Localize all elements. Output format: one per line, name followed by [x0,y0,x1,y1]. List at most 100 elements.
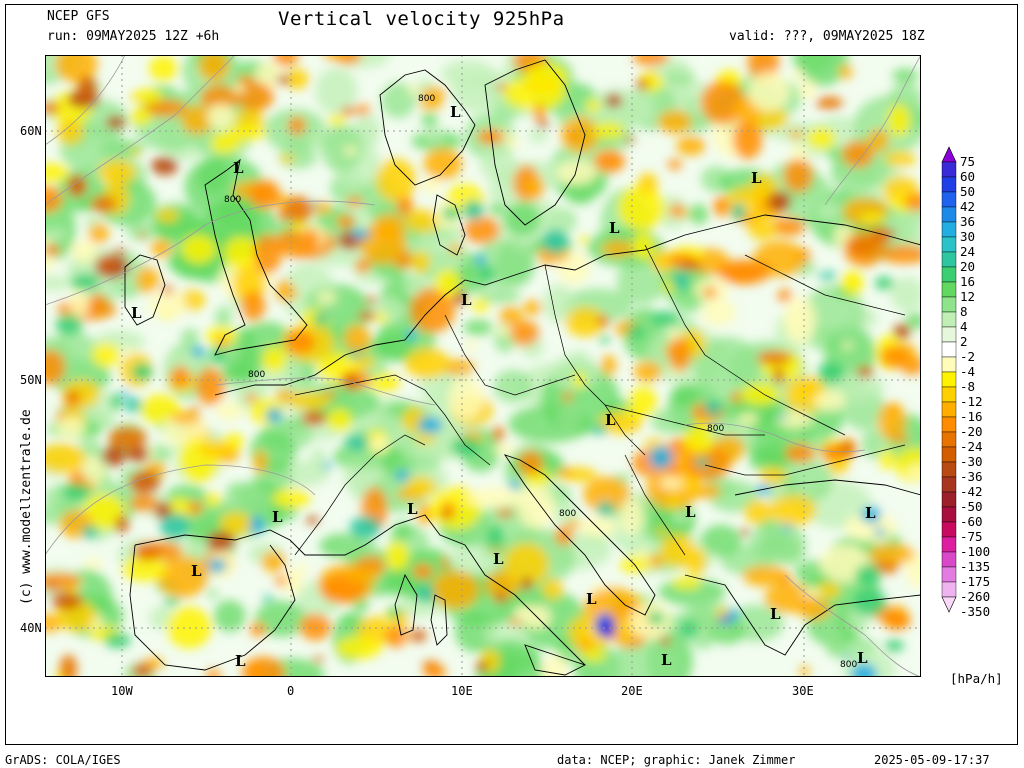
colorbar-swatch [941,251,957,268]
field-blob [223,236,261,271]
field-blob [206,103,236,129]
field-blob [420,177,442,194]
field-blob [313,312,333,320]
field-blob [141,99,188,117]
field-blob [213,600,246,632]
field-blob [657,110,693,134]
field-blob [674,297,700,315]
low-pressure-marker: L [493,550,504,568]
field-blob [45,443,86,474]
colorbar-swatch [941,476,957,493]
field-blob [323,55,344,61]
field-blob [492,426,505,442]
lat-label-50n: 50N [20,373,42,387]
field-blob [679,619,699,639]
field-blob [623,408,643,420]
field-blob [798,79,817,100]
field-blob [358,311,377,321]
field-blob [180,328,200,345]
low-pressure-marker: L [272,508,283,526]
field-blob [131,363,153,381]
field-blob [804,284,865,340]
field-blob [666,493,682,510]
field-blob [396,196,414,216]
field-blob [756,351,793,365]
field-blob [423,147,463,180]
field-blob [126,222,158,241]
field-blob [598,621,616,639]
field-blob [694,336,761,401]
field-blob [747,71,790,112]
field-blob [55,55,98,83]
lat-label-40n: 40N [20,621,42,635]
field-blob [215,401,245,421]
field-blob [619,497,644,534]
field-blob [448,376,484,420]
field-blob [554,526,573,546]
field-blob [543,284,575,323]
field-blob [249,622,267,637]
colorbar-swatch [941,461,957,478]
field-blob [471,298,490,313]
field-blob [847,238,876,255]
colorbar-tick-label: 8 [960,304,968,319]
isoline-label: 800 [707,424,724,434]
field-blob [198,439,231,459]
colorbar-swatch [941,191,957,208]
field-blob [104,632,131,649]
field-blob [879,450,895,470]
field-blob [649,445,673,470]
colorbar-tick-label: -42 [960,484,983,499]
colorbar-tick-label: 42 [960,199,976,214]
field-blob [405,209,442,233]
field-blob [231,84,246,93]
field-blob [671,202,682,217]
field-blob [842,273,863,284]
isoline-label: 800 [248,370,265,380]
field-blob [387,607,401,619]
field-blob [417,585,435,603]
model-name: NCEP GFS [47,9,110,24]
field-blob [354,104,371,116]
lon-label-0: 0 [287,684,295,698]
isoline-label: 800 [840,660,857,670]
field-blob [315,67,358,116]
field-blob [359,222,407,265]
field-blob [508,618,523,626]
colorbar-swatch [941,266,957,283]
field-blob [98,254,115,272]
field-blob [816,202,840,221]
field-blob [837,439,857,458]
field-blob [791,69,805,80]
chart-title: Vertical velocity 925hPa [278,8,565,30]
colorbar-tick-label: -20 [960,424,983,439]
field-blob [563,391,572,403]
field-blob [253,450,268,474]
field-blob [210,132,237,154]
field-blob [713,196,730,217]
low-pressure-marker: L [407,500,418,518]
field-blob [908,464,921,480]
colorbar-swatch [941,311,957,328]
field-blob [883,205,921,256]
low-pressure-marker: L [609,219,620,237]
field-blob [480,145,517,183]
field-blob [579,515,618,538]
field-blob [476,660,487,673]
field-blob [748,451,789,472]
field-blob [616,258,667,305]
field-blob [205,492,222,506]
colorbar-tick-label: -50 [960,499,983,514]
field-blob [200,85,240,110]
field-blob [874,276,894,290]
field-blob [767,191,792,212]
field-blob [542,228,569,255]
colorbar-tick-label: -16 [960,409,983,424]
field-blob [744,500,773,525]
field-blob [843,654,851,660]
low-pressure-marker: L [235,652,246,670]
field-blob [311,657,325,663]
field-blob [206,531,236,552]
field-blob [55,417,87,440]
map-border [45,55,921,677]
